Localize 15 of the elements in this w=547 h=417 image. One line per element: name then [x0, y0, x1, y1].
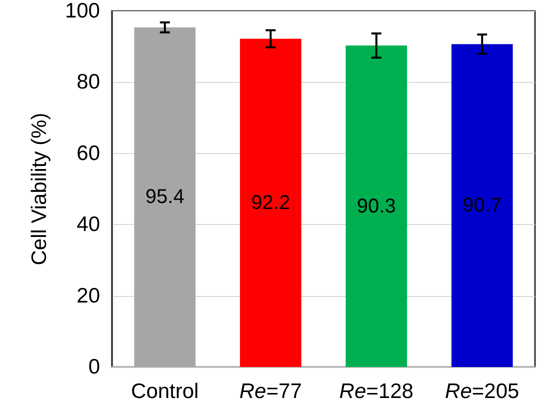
y-tick-label: 20	[76, 284, 100, 308]
data-label: 92.2	[251, 192, 290, 214]
x-tick-label: Re=205	[445, 380, 520, 403]
data-label: 95.4	[145, 186, 184, 208]
y-tick-label: 40	[76, 213, 100, 236]
data-label: 90.3	[356, 195, 396, 218]
x-tick-label: Re=77	[239, 380, 302, 403]
y-tick-label: 80	[76, 70, 100, 94]
y-tick-label: 60	[76, 142, 100, 165]
y-axis-title: Cell Viability (%)	[28, 112, 51, 266]
x-tick-label: Control	[131, 380, 199, 403]
data-label: 90.7	[462, 194, 502, 217]
x-tick-label: Re=128	[339, 380, 414, 403]
y-tick-label: 100	[64, 0, 100, 22]
y-tick-label: 0	[88, 356, 100, 378]
